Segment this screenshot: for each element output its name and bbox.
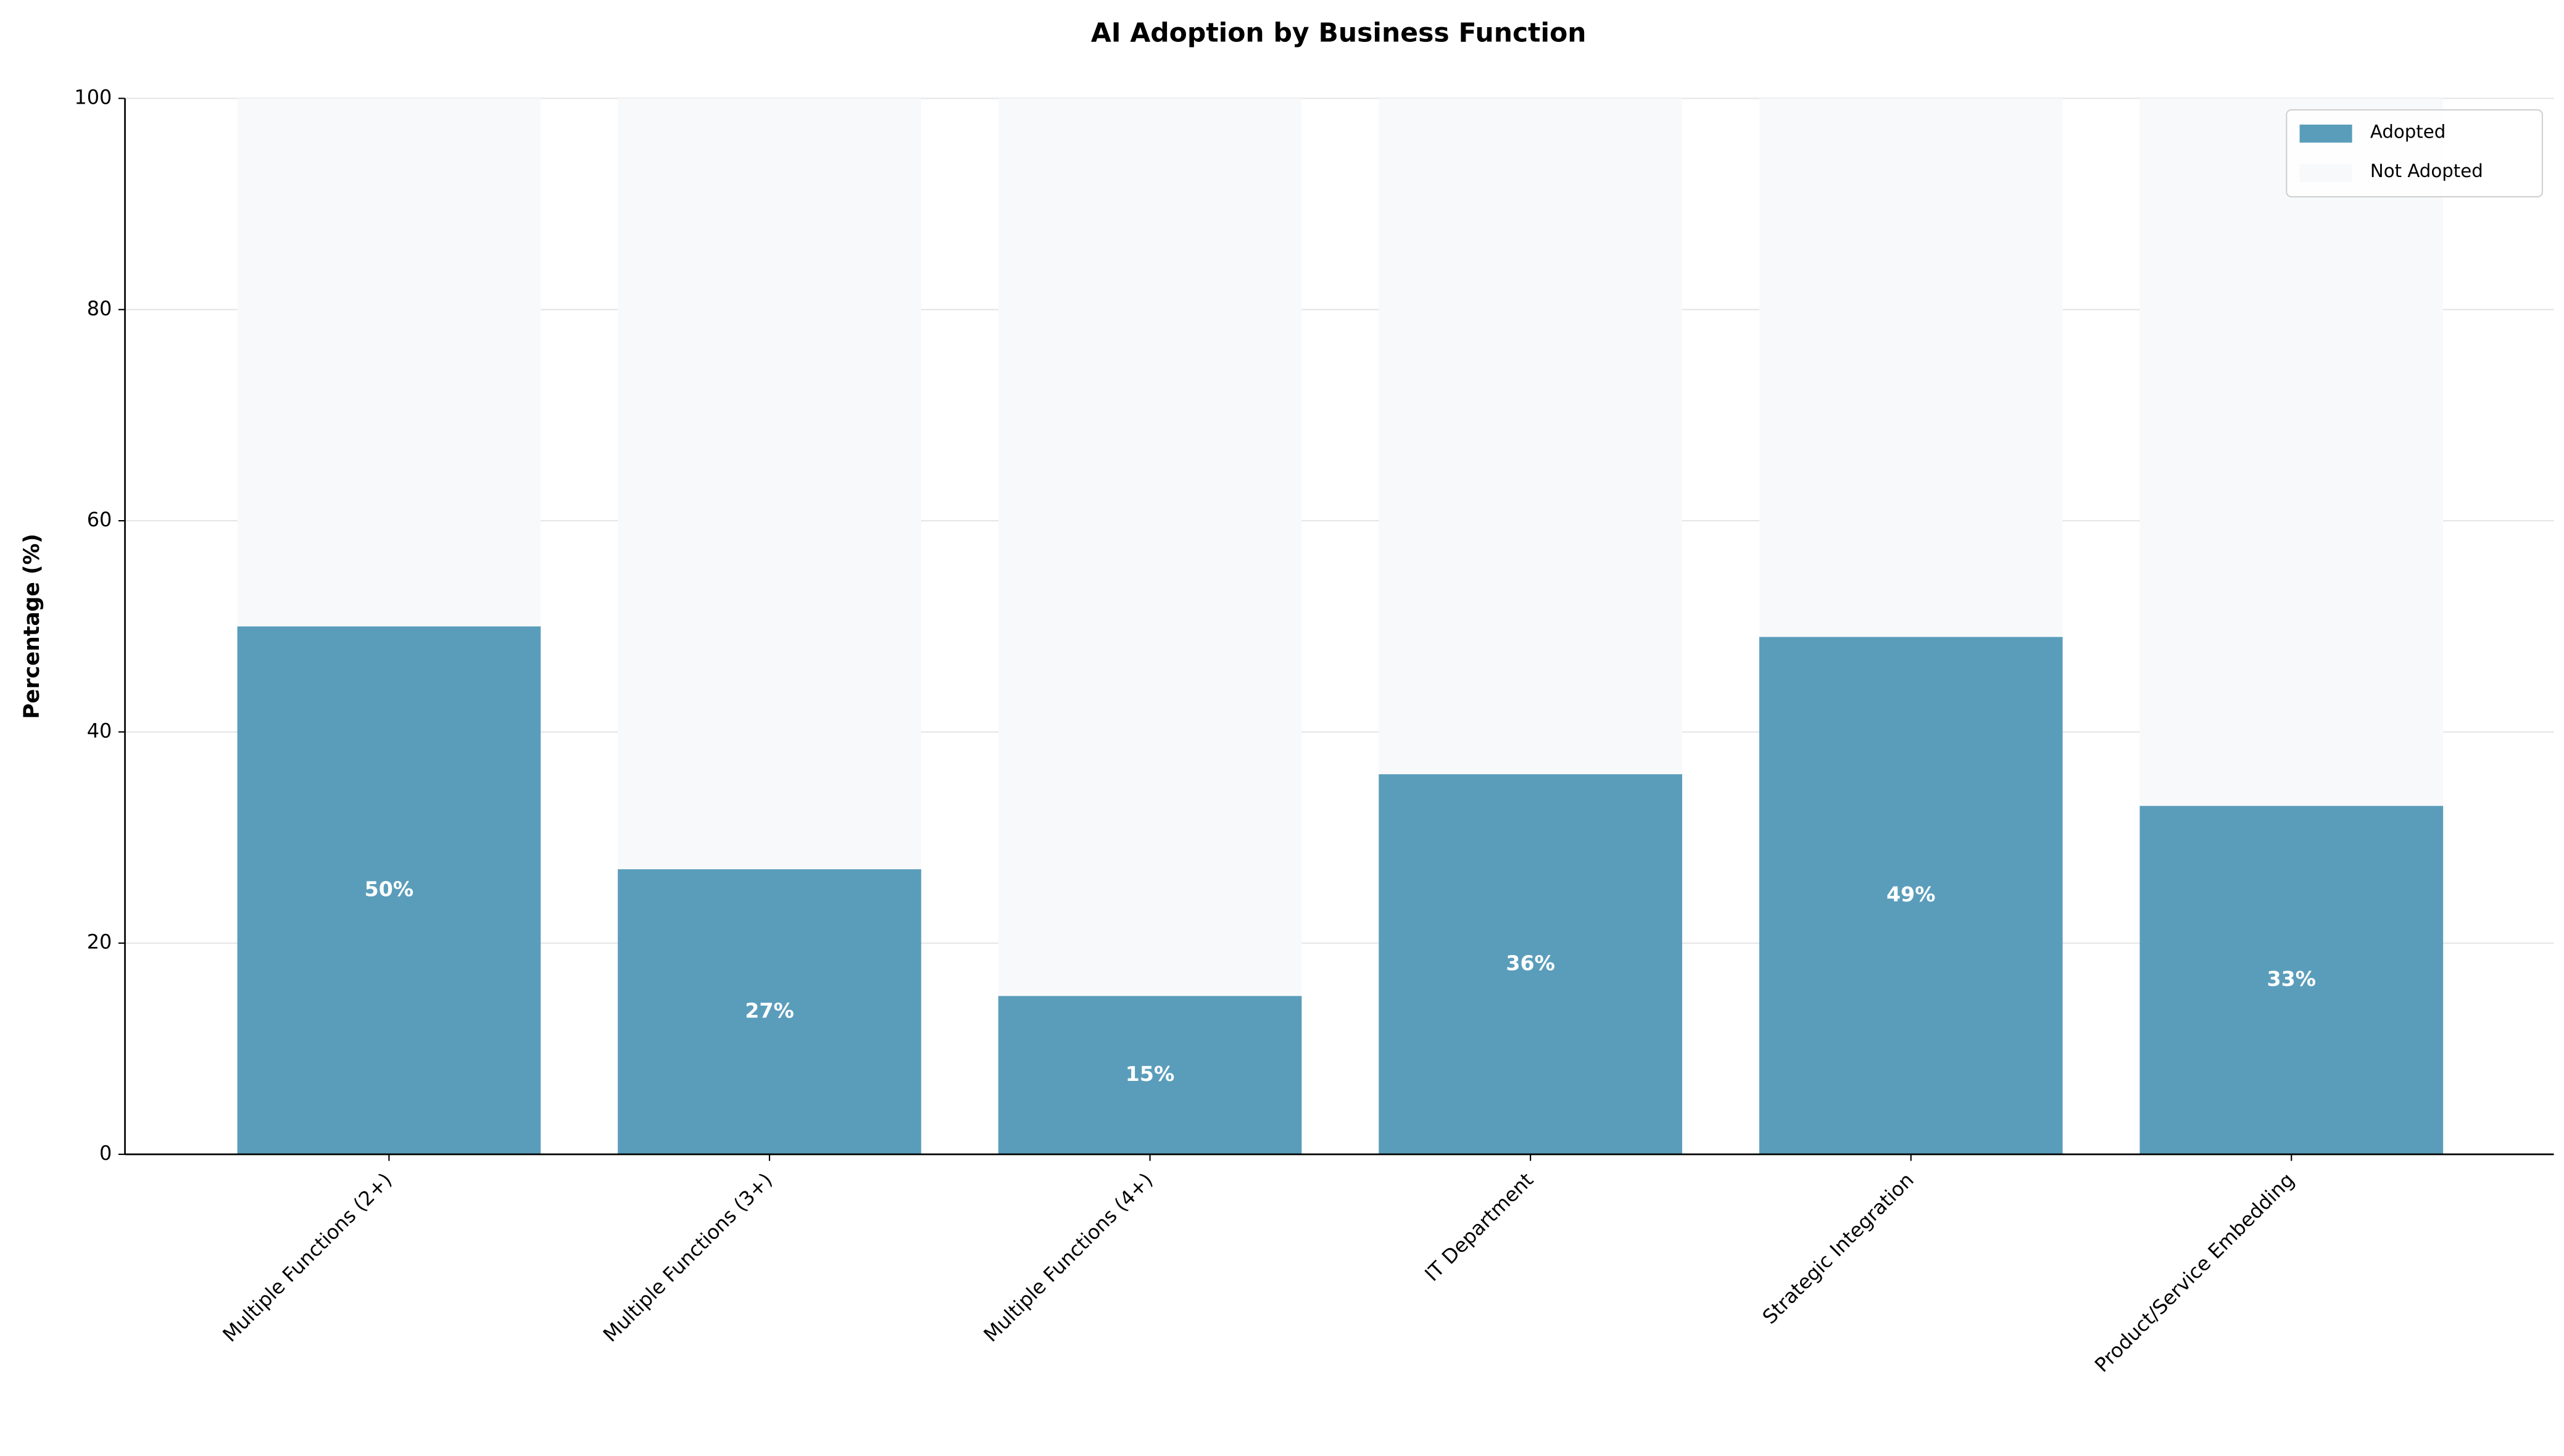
legend-label: Not Adopted	[2370, 160, 2483, 181]
value-label: 49%	[1886, 882, 1936, 906]
bar-segment	[1759, 98, 2063, 637]
x-tick-label: Multiple Functions (4+)	[979, 1168, 1157, 1346]
x-tick-label: Strategic Integration	[1758, 1168, 1919, 1328]
y-tick-label: 80	[87, 297, 112, 320]
legend: Adopted Not Adopted	[2286, 109, 2543, 197]
value-label: 15%	[1126, 1062, 1175, 1086]
legend-swatch	[2299, 124, 2352, 143]
legend-label: Adopted	[2370, 121, 2446, 142]
y-tick-label: 40	[87, 719, 112, 742]
bar-segment	[998, 98, 1302, 996]
legend-swatch	[2299, 163, 2352, 182]
x-tick-label: Multiple Functions (3+)	[599, 1168, 777, 1346]
bar-segment	[618, 869, 921, 1154]
bar-segment	[2139, 98, 2444, 806]
y-tick-label: 0	[99, 1141, 112, 1165]
chart-title: AI Adoption by Business Function	[1091, 18, 1587, 48]
bar-segment	[237, 98, 541, 627]
bar-segment	[998, 996, 1302, 1154]
value-label: 36%	[1506, 951, 1555, 975]
y-tick-label: 60	[87, 508, 112, 531]
y-tick-label: 100	[74, 85, 112, 109]
bar-segment	[618, 98, 921, 869]
bar-segment	[2139, 806, 2444, 1154]
bar-segment	[237, 626, 541, 1154]
y-axis-label: Percentage (%)	[20, 534, 44, 719]
value-label: 33%	[2267, 967, 2317, 991]
bar-segment	[1379, 98, 1682, 774]
bar-segment	[1379, 774, 1682, 1154]
value-label: 27%	[745, 998, 794, 1022]
x-tick-label: Product/Service Embedding	[2090, 1168, 2299, 1376]
bar-segment	[1759, 637, 2063, 1154]
value-label: 50%	[365, 877, 414, 901]
x-tick-label: IT Department	[1420, 1168, 1538, 1286]
y-tick-label: 20	[87, 930, 112, 954]
x-tick-label: Multiple Functions (2+)	[218, 1168, 396, 1346]
